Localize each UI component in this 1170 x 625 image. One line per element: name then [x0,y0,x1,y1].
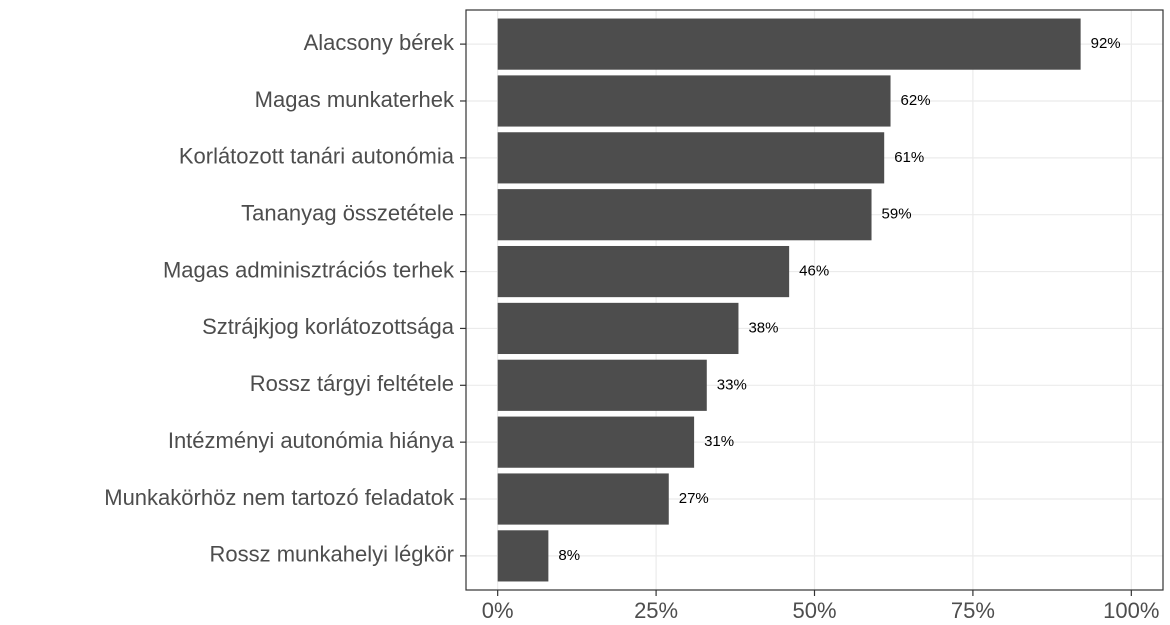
bar [497,530,549,582]
x-tick-label: 25% [634,598,678,623]
y-tick-label: Tananyag összetétele [241,201,454,226]
bar [497,416,695,468]
data-label: 46% [799,263,829,280]
y-tick-label: Magas adminisztrációs terhek [163,257,455,282]
y-tick-label: Alacsony bérek [304,30,455,55]
x-tick-label: 50% [792,598,836,623]
data-label: 8% [558,547,580,564]
data-label: 92% [1091,35,1121,52]
y-tick-label: Sztrájkjog korlátozottsága [202,314,455,339]
y-tick-label: Munkakörhöz nem tartozó feladatok [104,485,455,510]
bar [497,75,891,127]
data-label: 62% [901,92,931,109]
bar [497,132,885,184]
data-label: 31% [704,433,734,450]
data-label: 38% [748,319,778,336]
panel-border [465,9,1164,591]
data-label: 27% [679,490,709,507]
bar [497,473,669,525]
y-tick-label: Intézményi autonómia hiánya [168,428,455,453]
x-tick-label: 100% [1103,598,1159,623]
data-label: 59% [882,206,912,223]
bar [497,18,1081,70]
bar [497,189,872,241]
data-label: 33% [717,376,747,393]
y-tick-label: Rossz munkahelyi légkör [209,542,454,567]
x-tick-label: 75% [951,598,995,623]
y-tick-label: Magas munkaterhek [255,87,455,112]
y-tick-label: Rossz tárgyi feltétele [250,371,454,396]
bar [497,302,739,355]
bar [497,245,790,298]
bar [497,359,707,411]
x-tick-label: 0% [482,598,514,623]
data-label: 61% [894,149,924,166]
y-tick-label: Korlátozott tanári autonómia [179,144,455,169]
